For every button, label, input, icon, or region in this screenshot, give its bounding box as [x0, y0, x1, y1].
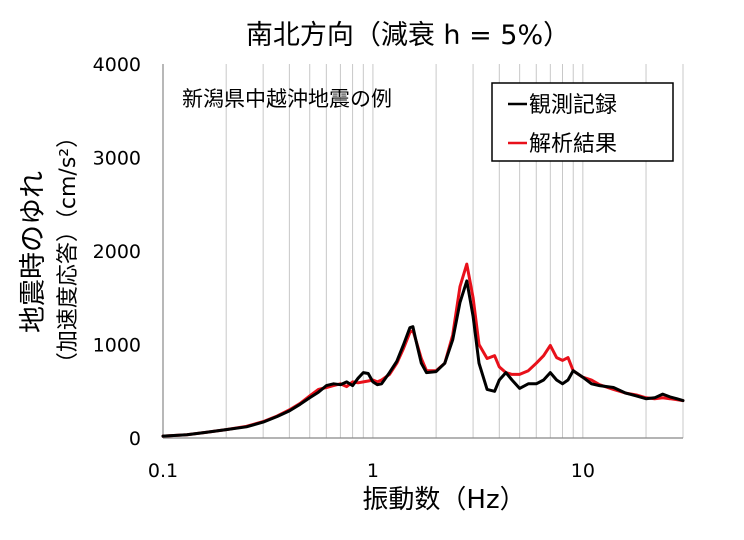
legend-label-observed: 観測記録	[529, 93, 617, 118]
series-line-observed	[161, 279, 685, 438]
y-tick-labels: 0 1000 2000 3000 4000	[93, 54, 141, 450]
legend: 観測記録 解析結果	[491, 82, 674, 162]
y-tick-label: 1000	[93, 335, 141, 357]
x-tick-labels: 0.1 1 10	[148, 460, 595, 482]
legend-box	[491, 82, 674, 162]
axes	[162, 64, 683, 439]
chart-annotation: 新潟県中越沖地震の例	[182, 87, 392, 111]
x-tick-label: 0.1	[148, 460, 178, 482]
y-tick-label: 0	[129, 428, 141, 450]
x-tick-label: 1	[367, 460, 379, 482]
y-axis-label-line2: （加速度応答）（cm/s²）	[56, 126, 81, 374]
y-axis-label-line1: 地震時のゆれ	[18, 171, 49, 333]
y-tick-label: 3000	[93, 148, 141, 170]
chart-title: 南北方向（減衰 h = 5%）	[246, 20, 570, 51]
legend-label-analysis: 解析結果	[529, 132, 617, 157]
x-tick-label: 10	[571, 460, 595, 482]
x-axis-label: 振動数（Hz）	[362, 485, 525, 515]
y-tick-label: 4000	[93, 54, 141, 76]
series	[161, 262, 685, 438]
y-tick-label: 2000	[93, 241, 141, 263]
series-line-analysis	[161, 262, 685, 438]
